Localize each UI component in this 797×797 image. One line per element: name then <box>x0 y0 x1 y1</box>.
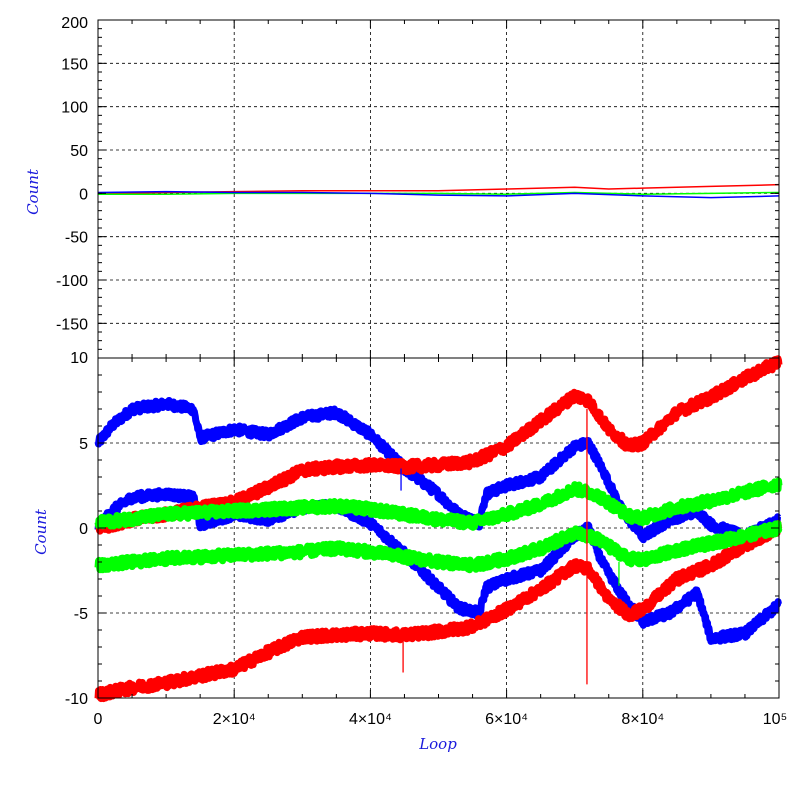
y-tick-label: -150 <box>56 316 88 333</box>
series-line-2 <box>97 190 780 199</box>
y-tick-label: 0 <box>79 186 88 203</box>
y-tick-label: 150 <box>61 56 88 73</box>
series-line-4 <box>94 477 783 531</box>
x-tick-label: 2×10⁴ <box>213 711 256 728</box>
x-tick-label: 6×10⁴ <box>485 711 528 728</box>
bottom-panel: 10 5 0 -5 -10 0 2×10⁴ 4×10⁴ 6×10⁴ 8×10⁴ 10⁵ Count… <box>32 350 787 753</box>
series-line-5 <box>94 520 783 574</box>
y-tick-label: 10 <box>70 350 88 367</box>
y-tick-label: -5 <box>74 606 88 623</box>
x-axis-title: Loop <box>418 735 457 753</box>
x-tick-label: 8×10⁴ <box>621 711 664 728</box>
y-tick-label: -50 <box>65 230 88 247</box>
bottom-xtick-labels: 0 2×10⁴ 4×10⁴ 6×10⁴ 8×10⁴ 10⁵ <box>94 711 788 728</box>
top-ytick-labels: 200 150 100 50 0 -50 -100 -150 <box>56 15 88 333</box>
top-ticks <box>97 19 780 359</box>
top-panel: 200 150 100 50 0 -50 -100 -150 Count <box>24 15 780 359</box>
top-y-axis-title: Count <box>24 168 42 215</box>
top-series <box>97 183 780 199</box>
bottom-series <box>94 355 783 703</box>
y-tick-label: 50 <box>70 143 88 160</box>
bottom-ticks <box>97 357 780 699</box>
bottom-y-axis-title: Count <box>32 508 50 555</box>
bottom-ytick-labels: 10 5 0 -5 -10 <box>65 350 88 708</box>
series-line-0 <box>94 396 783 544</box>
bottom-plot-frame <box>97 357 780 699</box>
y-tick-label: -100 <box>56 273 88 290</box>
y-tick-label: 100 <box>61 100 88 117</box>
series-line-1 <box>94 487 783 645</box>
top-grid <box>98 20 779 358</box>
y-tick-label: 200 <box>61 15 88 32</box>
y-tick-label: -10 <box>65 691 88 708</box>
y-tick-label: 0 <box>79 521 88 538</box>
x-tick-label: 0 <box>94 711 103 728</box>
series-line-1 <box>98 191 780 195</box>
y-tick-label: 5 <box>79 436 88 453</box>
series-line-3 <box>94 520 783 703</box>
x-tick-label: 10⁵ <box>763 711 787 728</box>
top-plot-frame <box>97 19 780 359</box>
x-tick-label: 4×10⁴ <box>349 711 392 728</box>
